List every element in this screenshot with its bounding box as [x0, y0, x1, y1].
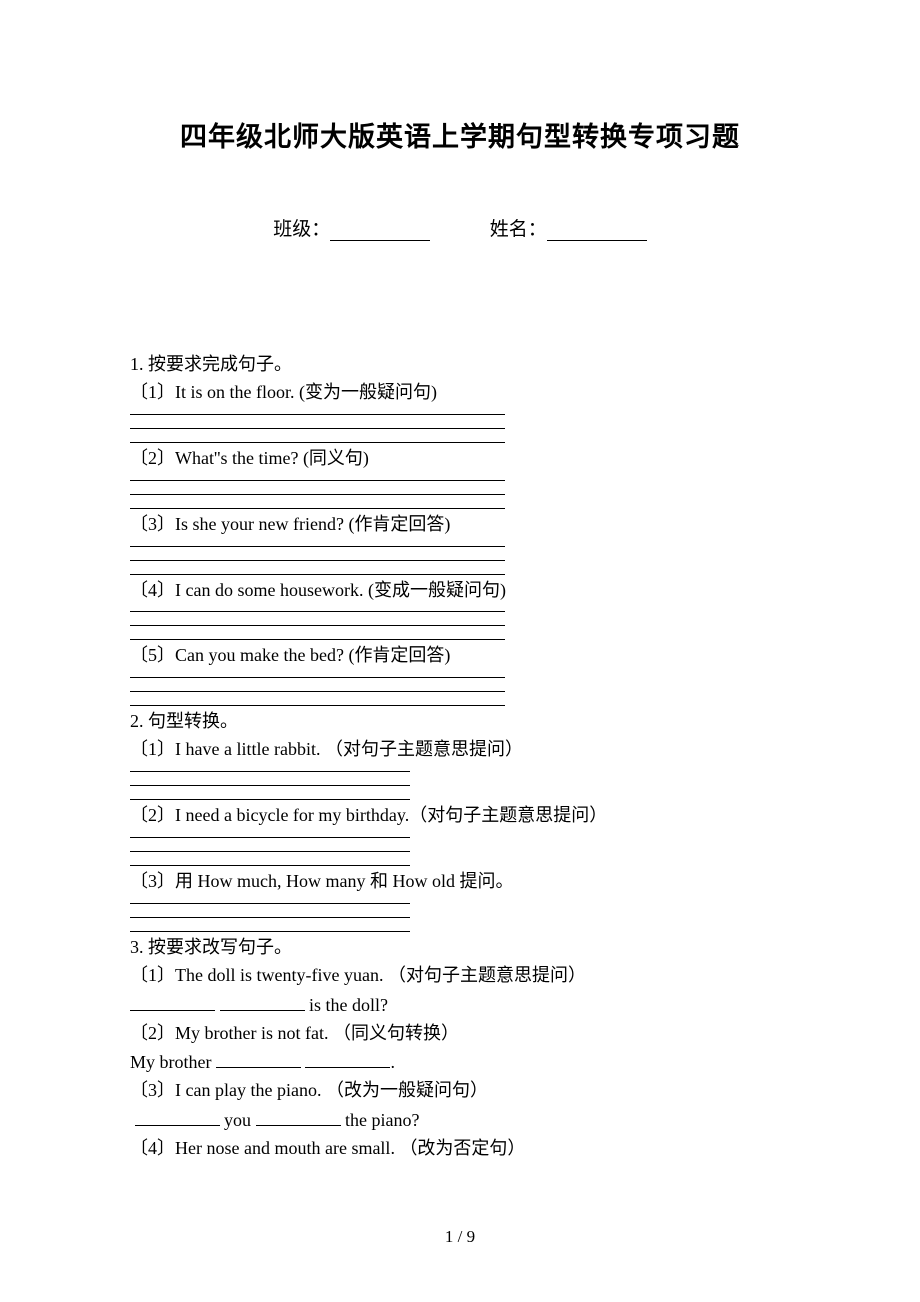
- q1-item-2: 〔2〕What''s the time? (同义句): [130, 445, 790, 473]
- answer-blank[interactable]: [130, 844, 410, 852]
- answer-blank[interactable]: [130, 501, 505, 509]
- answer-blank[interactable]: [130, 553, 505, 561]
- item-text: What''s the time? (同义句): [175, 448, 369, 468]
- item-number: 〔5〕: [130, 645, 175, 665]
- item-text: I need a bicycle for my birthday.（对句子主题意…: [175, 805, 607, 825]
- item-number: 〔2〕: [130, 1023, 175, 1043]
- answer-blank[interactable]: [130, 567, 505, 575]
- fill-suffix: .: [390, 1052, 395, 1072]
- answer-blank[interactable]: [130, 604, 505, 612]
- fill-blank[interactable]: [130, 993, 215, 1011]
- fill-mid: the piano?: [341, 1110, 420, 1130]
- item-text: I have a little rabbit. （对句子主题意思提问）: [175, 739, 523, 759]
- item-text: Can you make the bed? (作肯定回答): [175, 645, 450, 665]
- student-info-line: 班级： 姓名：: [130, 214, 790, 241]
- answer-blank[interactable]: [130, 421, 505, 429]
- item-number: 〔4〕: [130, 580, 175, 600]
- item-text: The doll is twenty-five yuan. （对句子主题意思提问…: [175, 965, 586, 985]
- fill-suffix: is the doll?: [305, 995, 389, 1015]
- answer-blank[interactable]: [130, 764, 410, 772]
- q3-fill-3: you the piano?: [130, 1107, 790, 1135]
- answer-lines: [130, 604, 790, 640]
- class-blank[interactable]: [330, 222, 430, 241]
- answer-lines: [130, 830, 790, 866]
- fill-prefix: My brother: [130, 1052, 216, 1072]
- item-text: I can do some housework. (变成一般疑问句): [175, 580, 506, 600]
- answer-blank[interactable]: [130, 539, 505, 547]
- item-number: 〔3〕: [130, 1080, 175, 1100]
- item-number: 〔3〕: [130, 871, 175, 891]
- page-title: 四年级北师大版英语上学期句型转换专项习题: [130, 115, 790, 154]
- fill-blank[interactable]: [256, 1108, 341, 1126]
- class-label: 班级：: [273, 219, 330, 240]
- item-text: 用 How much, How many 和 How old 提问。: [175, 871, 513, 891]
- q1-item-4: 〔4〕I can do some housework. (变成一般疑问句): [130, 577, 790, 605]
- answer-blank[interactable]: [130, 487, 505, 495]
- answer-lines: [130, 764, 790, 800]
- q3-fill-1: is the doll?: [130, 992, 790, 1020]
- fill-mid: you: [220, 1110, 256, 1130]
- item-text: Is she your new friend? (作肯定回答): [175, 514, 450, 534]
- q3-item-1: 〔1〕The doll is twenty-five yuan. （对句子主题意…: [130, 962, 790, 990]
- answer-blank[interactable]: [130, 830, 410, 838]
- answer-blank[interactable]: [130, 435, 505, 443]
- answer-blank[interactable]: [130, 632, 505, 640]
- answer-lines: [130, 896, 790, 932]
- content-body: 1. 按要求完成句子。 〔1〕It is on the floor. (变为一般…: [130, 351, 790, 1163]
- item-text: It is on the floor. (变为一般疑问句): [175, 382, 437, 402]
- fill-blank[interactable]: [216, 1050, 301, 1068]
- q2-item-1: 〔1〕I have a little rabbit. （对句子主题意思提问）: [130, 736, 790, 764]
- fill-blank[interactable]: [135, 1108, 220, 1126]
- item-text: Her nose and mouth are small. （改为否定句）: [175, 1138, 525, 1158]
- q2-item-2: 〔2〕I need a bicycle for my birthday.（对句子…: [130, 802, 790, 830]
- q3-fill-2: My brother .: [130, 1049, 790, 1077]
- fill-blank[interactable]: [220, 993, 305, 1011]
- item-number: 〔1〕: [130, 739, 175, 759]
- item-number: 〔4〕: [130, 1138, 175, 1158]
- section-3-heading: 3. 按要求改写句子。: [130, 934, 790, 962]
- answer-blank[interactable]: [130, 792, 410, 800]
- answer-blank[interactable]: [130, 684, 505, 692]
- q1-item-5: 〔5〕Can you make the bed? (作肯定回答): [130, 642, 790, 670]
- q2-item-3: 〔3〕用 How much, How many 和 How old 提问。: [130, 868, 790, 896]
- q3-item-3: 〔3〕I can play the piano. （改为一般疑问句）: [130, 1077, 790, 1105]
- answer-blank[interactable]: [130, 858, 410, 866]
- answer-blank[interactable]: [130, 778, 410, 786]
- q1-item-3: 〔3〕Is she your new friend? (作肯定回答): [130, 511, 790, 539]
- name-blank[interactable]: [547, 222, 647, 241]
- q1-item-1: 〔1〕It is on the floor. (变为一般疑问句): [130, 379, 790, 407]
- answer-blank[interactable]: [130, 407, 505, 415]
- item-text: My brother is not fat. （同义句转换）: [175, 1023, 459, 1043]
- item-number: 〔2〕: [130, 448, 175, 468]
- answer-blank[interactable]: [130, 473, 505, 481]
- answer-blank[interactable]: [130, 896, 410, 904]
- answer-blank[interactable]: [130, 910, 410, 918]
- answer-lines: [130, 670, 790, 706]
- item-number: 〔1〕: [130, 382, 175, 402]
- item-text: I can play the piano. （改为一般疑问句）: [175, 1080, 488, 1100]
- answer-lines: [130, 407, 790, 443]
- fill-blank[interactable]: [305, 1050, 390, 1068]
- section-2-heading: 2. 句型转换。: [130, 708, 790, 736]
- answer-lines: [130, 473, 790, 509]
- item-number: 〔2〕: [130, 805, 175, 825]
- answer-blank[interactable]: [130, 618, 505, 626]
- name-label: 姓名：: [490, 219, 547, 240]
- section-1-heading: 1. 按要求完成句子。: [130, 351, 790, 379]
- item-number: 〔3〕: [130, 514, 175, 534]
- item-number: 〔1〕: [130, 965, 175, 985]
- page-number: 1 / 9: [0, 1227, 920, 1247]
- answer-blank[interactable]: [130, 924, 410, 932]
- answer-lines: [130, 539, 790, 575]
- answer-blank[interactable]: [130, 698, 505, 706]
- q3-item-4: 〔4〕Her nose and mouth are small. （改为否定句）: [130, 1135, 790, 1163]
- q3-item-2: 〔2〕My brother is not fat. （同义句转换）: [130, 1020, 790, 1048]
- answer-blank[interactable]: [130, 670, 505, 678]
